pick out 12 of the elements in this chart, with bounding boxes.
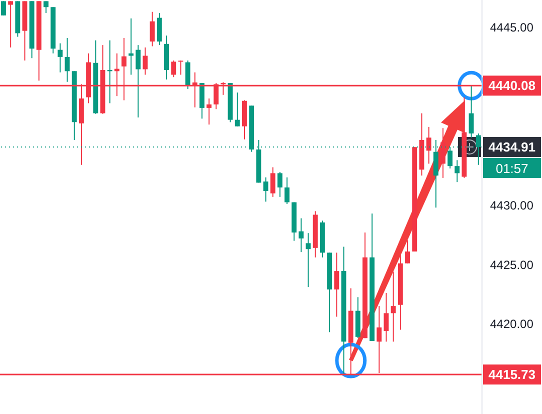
candlestick xyxy=(390,272,396,342)
ref-line-label: 4415.73 xyxy=(488,367,536,382)
ref-line-label: 4440.08 xyxy=(488,78,536,94)
text: 01:57 xyxy=(496,160,528,176)
y-tick-label: 4425.00 xyxy=(490,258,534,272)
candlestick xyxy=(128,18,134,75)
ref-line-label: 4434.91 xyxy=(488,139,536,154)
y-tick-label: 4420.00 xyxy=(490,317,534,332)
candlestick xyxy=(8,1,14,48)
candlestick xyxy=(178,60,184,75)
y-tick-label: 4445.00 xyxy=(490,20,534,35)
y-tick-label: 4430.00 xyxy=(490,198,534,212)
